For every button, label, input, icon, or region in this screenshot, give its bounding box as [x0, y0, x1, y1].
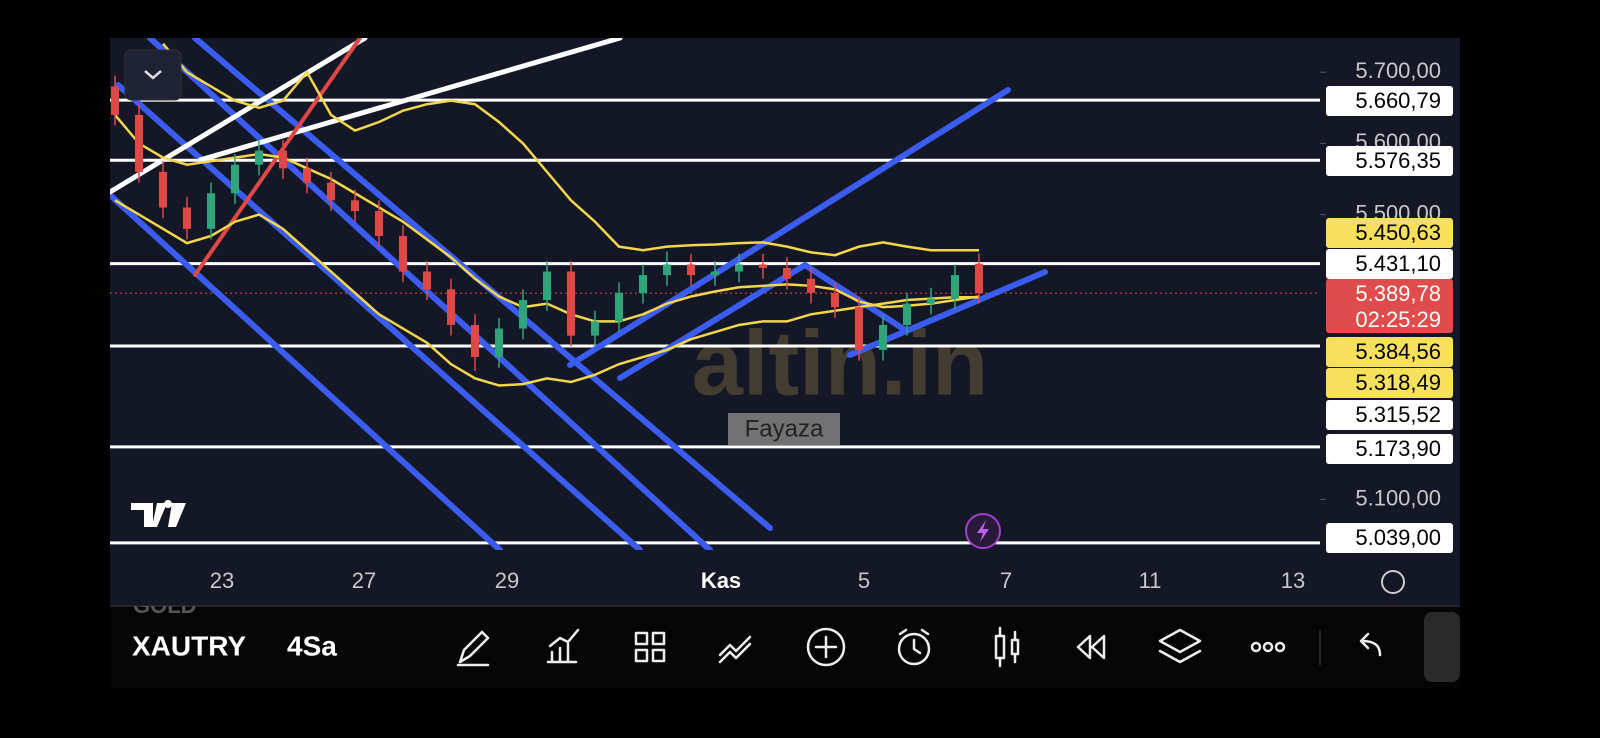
- candle-body: [375, 211, 383, 236]
- price-label: 5.039,00: [1355, 525, 1441, 550]
- candle-body: [183, 207, 191, 229]
- candle-body: [543, 271, 551, 301]
- candle-body: [687, 264, 695, 276]
- candle-body: [303, 168, 311, 183]
- price-label-box: [1326, 368, 1453, 398]
- author: Fayaza: [745, 415, 824, 442]
- y-tick-label: 5.700,00: [1355, 58, 1441, 83]
- price-label-box: [1326, 279, 1453, 333]
- price-label-box: [1326, 249, 1453, 279]
- x-tick-label: Kas: [701, 568, 741, 593]
- candles-icon[interactable]: [994, 626, 1020, 668]
- x-tick-label: 11: [1139, 568, 1162, 593]
- symbol[interactable]: XAUTRY: [132, 630, 246, 661]
- candle-body: [423, 271, 431, 290]
- candle-body: [447, 289, 455, 325]
- price-label-box: [1326, 400, 1453, 430]
- toolbar: [110, 607, 1460, 688]
- candle-body: [591, 321, 599, 336]
- candle-body: [159, 171, 167, 208]
- candle-body: [279, 150, 287, 169]
- price-label-box: [1326, 218, 1453, 248]
- price-label: 5.576,35: [1355, 148, 1441, 173]
- candle-body: [831, 292, 839, 308]
- x-tick-label: 13: [1281, 568, 1305, 593]
- countdown: 02:25:29: [1355, 307, 1441, 332]
- chevron-icon: [144, 70, 162, 80]
- candle-body: [663, 264, 671, 276]
- candle-body: [975, 263, 983, 294]
- price-label-box: [1326, 434, 1453, 464]
- candle-body: [231, 164, 239, 194]
- price-label: 5.318,49: [1355, 370, 1441, 395]
- x-tick-label: 7: [1000, 568, 1012, 593]
- candle-body: [903, 303, 911, 325]
- price-label: 5.660,79: [1355, 88, 1441, 113]
- candle-body: [855, 307, 863, 350]
- candle-body: [399, 235, 407, 272]
- x-tick-label: 5: [858, 568, 870, 593]
- layout-icon[interactable]: [634, 631, 666, 663]
- compare-icon[interactable]: [718, 635, 752, 664]
- x-tick-label: 23: [210, 568, 234, 593]
- price-label: 5.315,52: [1355, 402, 1441, 427]
- chart-panel: [110, 38, 1460, 688]
- settings-icon[interactable]: [1381, 570, 1405, 594]
- price-label-box: [1326, 337, 1453, 367]
- price-label-box: [1326, 86, 1453, 116]
- candle-body: [351, 200, 359, 212]
- candle-body: [807, 278, 815, 293]
- plot: altin.in: [110, 38, 1320, 550]
- replay-icon[interactable]: [1076, 634, 1106, 660]
- price-label: 5.450,63: [1355, 220, 1441, 245]
- band-line: [162, 42, 979, 257]
- price-label: 5.431,10: [1355, 251, 1441, 276]
- layers-icon[interactable]: [1158, 628, 1202, 664]
- candle-body: [615, 292, 623, 322]
- candle-body: [327, 182, 335, 201]
- x-tick-label: 29: [495, 568, 519, 593]
- candle-body: [111, 86, 119, 115]
- add-icon[interactable]: [814, 635, 838, 659]
- exchange: GOLD: [133, 593, 197, 618]
- toolbar-icons: [456, 626, 1382, 668]
- candle-body: [207, 193, 215, 229]
- candle-body: [783, 268, 791, 279]
- collapse-button[interactable]: [124, 49, 182, 101]
- candle-body: [951, 275, 959, 299]
- draw-icon[interactable]: [456, 630, 490, 667]
- x-tick-label: 27: [352, 568, 376, 593]
- watermark: altin.in: [692, 312, 988, 414]
- indicators-icon[interactable]: [546, 628, 580, 664]
- candle-body: [639, 275, 647, 293]
- lightning: [977, 520, 989, 542]
- undo-icon[interactable]: [1359, 632, 1382, 657]
- side-handle[interactable]: [1424, 612, 1460, 682]
- candle-body: [471, 324, 479, 358]
- candle-body: [735, 264, 743, 272]
- price-label-box: [1326, 146, 1453, 176]
- price-label: 5.389,78: [1355, 281, 1441, 306]
- candle-body: [927, 298, 935, 304]
- candle-body: [567, 271, 575, 336]
- price-label-box: [1326, 523, 1453, 553]
- price-label: 5.384,56: [1355, 339, 1441, 364]
- candle-body: [879, 324, 887, 350]
- timeframe[interactable]: 4Sa: [287, 630, 337, 661]
- more-icon[interactable]: [1274, 641, 1286, 653]
- candle-body: [519, 300, 527, 329]
- price-label: 5.173,90: [1355, 436, 1441, 461]
- tv-logo: [131, 500, 186, 527]
- candle-body: [255, 150, 263, 165]
- candle-body: [759, 264, 767, 269]
- y-tick-label: 5.100,00: [1355, 485, 1441, 510]
- author-tag: [728, 413, 840, 445]
- candle-body: [711, 271, 719, 276]
- candle-body: [135, 114, 143, 172]
- candle-body: [495, 328, 503, 358]
- alarm-icon[interactable]: [898, 628, 930, 655]
